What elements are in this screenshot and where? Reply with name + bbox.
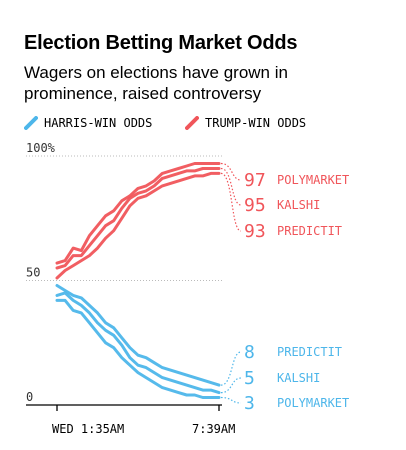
chart-title: Election Betting Market Odds (24, 32, 298, 54)
end-value-label: 95 (244, 195, 266, 216)
series-line-harris-polymarket (55, 298, 221, 399)
legend-label-harris: HARRIS-WIN ODDS (44, 116, 153, 130)
legend-item-harris: HARRIS-WIN ODDS (24, 114, 152, 132)
series-line-trump-predictit (55, 171, 221, 280)
x-tick-label: 7:39AM (192, 422, 235, 436)
end-label-leader (220, 167, 242, 206)
legend-item-trump: TRUMP-WIN ODDS (185, 114, 306, 132)
end-value-label: 3 (244, 393, 255, 414)
series-name-label: PREDICTIT (277, 345, 342, 359)
y-tick-label: 50 (26, 266, 40, 280)
end-label-leader (220, 377, 242, 394)
series-line-harris-kalshi (55, 291, 221, 395)
end-label-leader (220, 162, 242, 181)
legend-label-trump: TRUMP-WIN ODDS (205, 116, 307, 130)
slash-icon (185, 116, 199, 130)
series-name-label: PREDICTIT (277, 224, 342, 238)
series-line-trump-kalshi (55, 167, 221, 270)
end-label-leader (220, 172, 242, 232)
x-tick-label: WED 1:35AM (52, 422, 124, 436)
y-tick-label: 0 (26, 390, 33, 404)
series-name-label: POLYMARKET (277, 396, 349, 410)
y-tick-label: 100% (26, 141, 56, 155)
end-label-leader (220, 351, 242, 386)
end-value-label: 8 (244, 342, 255, 363)
slash-icon (24, 116, 38, 130)
chart-subtitle: Wagers on elections have grown in promin… (24, 63, 288, 103)
end-value-label: 5 (244, 368, 255, 389)
series-name-label: KALSHI (277, 198, 320, 212)
series-name-label: KALSHI (277, 371, 320, 385)
series-line-trump-polymarket (55, 162, 221, 265)
end-value-label: 93 (244, 221, 266, 242)
end-label-leader (220, 396, 242, 404)
series-line-harris-predictit (55, 284, 221, 387)
series-name-label: POLYMARKET (277, 173, 349, 187)
end-value-label: 97 (244, 170, 266, 191)
